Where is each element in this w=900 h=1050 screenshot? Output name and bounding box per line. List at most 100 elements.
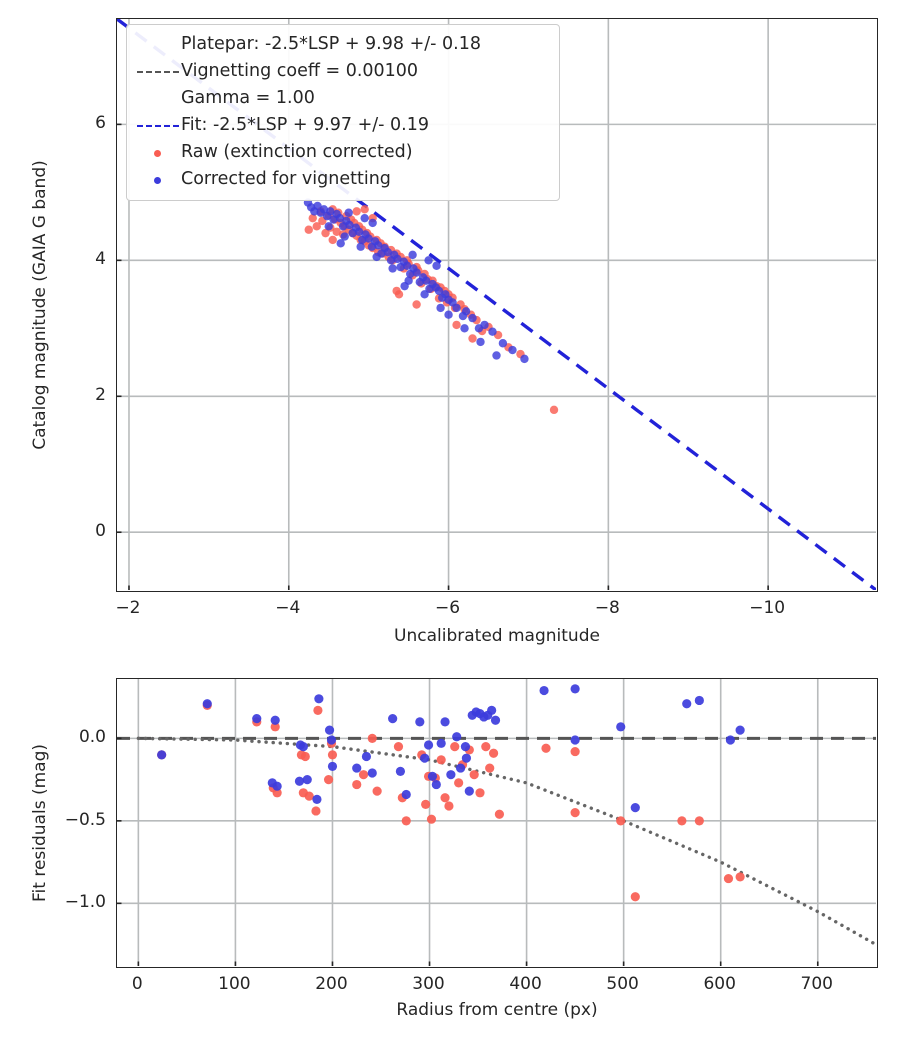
data-point (677, 816, 687, 826)
data-point (352, 779, 362, 790)
data-point (361, 751, 372, 762)
data-point (324, 222, 333, 231)
data-point (452, 320, 461, 330)
data-point (344, 208, 353, 217)
data-point (328, 235, 337, 245)
data-point (436, 738, 446, 748)
x-tick-label: −10 (749, 598, 786, 618)
data-point (270, 715, 280, 725)
data-point (352, 763, 362, 773)
data-point (415, 717, 425, 727)
data-point (469, 770, 479, 780)
x-tick-label: −2 (115, 598, 141, 618)
data-point (541, 743, 551, 753)
data-point (401, 789, 411, 800)
residuals-xaxis-label: Radius from centre (px) (396, 1000, 598, 1020)
data-point (298, 742, 308, 752)
residuals-yaxis-label: Fit residuals (mag) (30, 744, 50, 902)
x-tick-label: 300 (412, 974, 445, 994)
data-point (372, 252, 381, 262)
y-tick-label: 4 (95, 249, 106, 270)
x-tick-label: −6 (435, 598, 461, 618)
data-point (436, 755, 446, 765)
magnitude-xaxis-label: Uncalibrated magnitude (394, 626, 600, 646)
x-tick-label: −4 (275, 598, 301, 618)
data-point (485, 763, 495, 773)
data-point (388, 264, 397, 273)
data-point (360, 205, 369, 214)
data-point (570, 808, 580, 818)
data-point (452, 732, 462, 742)
x-tick-label: 100 (218, 974, 251, 994)
data-point (464, 786, 474, 796)
data-point (367, 768, 377, 778)
data-point (300, 751, 310, 762)
empty-key (135, 85, 181, 112)
data-point (304, 225, 313, 234)
data-point (437, 293, 447, 302)
legend-item: Vignetting coeff = 0.00100 (135, 58, 549, 85)
legend-item-label: Fit: -2.5*LSP + 9.97 +/- 0.19 (181, 115, 429, 135)
data-point (336, 239, 345, 248)
data-point (270, 722, 280, 732)
data-point (570, 735, 580, 745)
data-point (427, 771, 438, 781)
data-point (312, 222, 321, 231)
data-point (396, 262, 405, 272)
data-point (498, 339, 508, 348)
data-point (420, 290, 429, 299)
x-tick-label: 0 (131, 974, 143, 994)
data-point (338, 222, 348, 231)
data-point (412, 300, 421, 309)
legend-item: Corrected for vignetting (135, 166, 549, 193)
data-point (332, 227, 341, 236)
data-point (420, 753, 430, 763)
data-point (272, 781, 282, 791)
legend-item: Platepar: -2.5*LSP + 9.98 +/- 0.18 (135, 31, 549, 58)
data-point (616, 722, 626, 732)
data-point (360, 213, 369, 223)
data-point (329, 215, 338, 224)
data-point (372, 786, 382, 796)
dashed-line-swatch (137, 125, 179, 127)
data-point (488, 748, 499, 758)
x-tick-label: 400 (509, 974, 542, 994)
data-point (446, 770, 456, 780)
data-point (440, 717, 450, 727)
data-point (424, 256, 433, 265)
data-point (395, 766, 406, 776)
data-point (324, 725, 335, 735)
data-point (408, 250, 417, 260)
data-point (490, 715, 501, 725)
fit-residuals-plot (117, 679, 876, 966)
data-point (327, 750, 338, 760)
data-point (356, 242, 365, 251)
raw-marker-key (135, 139, 181, 166)
empty-key (135, 31, 181, 58)
data-point (326, 735, 337, 745)
data-point (272, 788, 282, 798)
data-point (401, 816, 411, 826)
data-point (431, 779, 441, 790)
data-point (426, 814, 437, 824)
data-point (316, 208, 325, 217)
y-tick-label: 2 (95, 385, 106, 406)
data-point (312, 794, 322, 805)
legend-item-label: Gamma = 1.00 (181, 88, 315, 108)
data-point (549, 405, 559, 415)
data-point (367, 733, 377, 743)
data-point (494, 809, 505, 819)
data-point (352, 207, 361, 216)
dashed-line-swatch (137, 71, 179, 73)
y-tick-label: 0 (95, 521, 106, 542)
data-point (321, 228, 330, 238)
data-point (461, 753, 472, 763)
data-point (415, 277, 424, 287)
data-point (294, 776, 305, 786)
data-point (735, 725, 745, 735)
data-point (400, 281, 409, 291)
x-tick-label: 600 (703, 974, 736, 994)
legend-item-label: Platepar: -2.5*LSP + 9.98 +/- 0.18 (181, 34, 481, 54)
series-corrected (157, 684, 745, 813)
legend-item-label: Corrected for vignetting (181, 169, 391, 189)
